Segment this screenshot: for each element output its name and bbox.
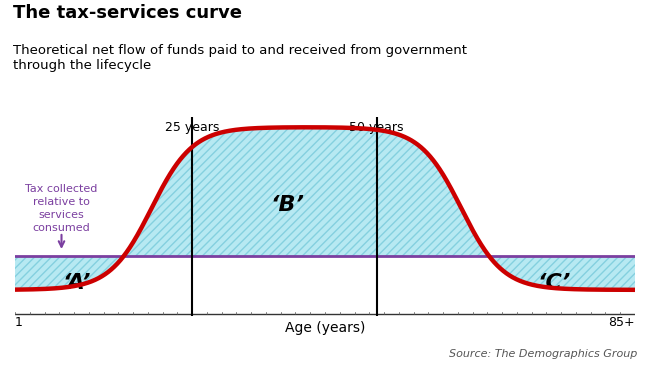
Text: Source: The Demographics Group: Source: The Demographics Group bbox=[448, 349, 637, 359]
Text: The tax-services curve: The tax-services curve bbox=[13, 4, 242, 22]
Text: ‘B’: ‘B’ bbox=[271, 195, 305, 216]
Text: 1: 1 bbox=[15, 316, 23, 329]
Text: ‘C’: ‘C’ bbox=[538, 273, 571, 293]
Text: Age (years): Age (years) bbox=[285, 321, 365, 335]
Text: Tax collected
relative to
services
consumed: Tax collected relative to services consu… bbox=[25, 184, 98, 234]
Text: 85+: 85+ bbox=[608, 316, 635, 329]
Text: 25 years: 25 years bbox=[165, 121, 219, 134]
Text: Theoretical net flow of funds paid to and received from government
through the l: Theoretical net flow of funds paid to an… bbox=[13, 44, 467, 72]
Text: 50 years: 50 years bbox=[350, 121, 404, 134]
Text: ‘A’: ‘A’ bbox=[63, 273, 91, 293]
